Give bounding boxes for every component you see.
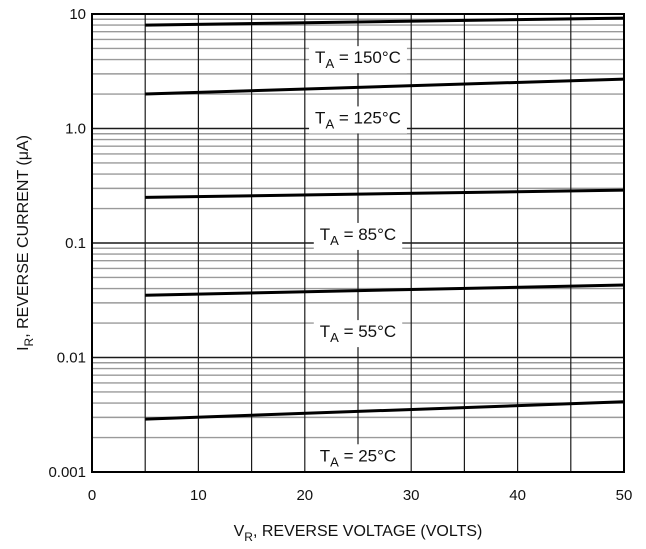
y-tick-label: 0.1 (65, 235, 86, 252)
series-label-text: TA = 55°C (320, 322, 396, 345)
x-tick-label: 40 (509, 487, 526, 504)
y-axis-label: IR, REVERSE CURRENT (μA) (15, 135, 36, 351)
y-tick-label: 10 (69, 6, 86, 23)
series-label-0: TA = 150°C (309, 46, 407, 74)
series-label-background (309, 46, 407, 74)
y-tick-label: 1.0 (65, 121, 86, 138)
x-tick-label: 20 (296, 487, 313, 504)
series-label-background (313, 320, 403, 348)
series-line-4 (145, 400, 625, 421)
x-tick-label: 50 (616, 487, 633, 504)
series-label-1: TA = 125°C (309, 106, 407, 134)
series-label-layer: TA = 150°C TA = 125°C TA = 85°C TA = 55°C TA… (309, 46, 407, 472)
x-tick-label: 10 (190, 487, 207, 504)
series-label-text: TA = 150°C (315, 48, 401, 71)
series-label-3: TA = 55°C (313, 320, 403, 348)
series-label-text: TA = 85°C (320, 225, 396, 248)
series-line-3 (145, 283, 625, 297)
series-line-0 (145, 16, 625, 27)
x-axis-label: VR, REVERSE VOLTAGE (VOLTS) (234, 523, 483, 544)
x-tick-label: 30 (403, 487, 420, 504)
plot-frame (91, 13, 625, 473)
y-tick-label: 0.001 (48, 464, 86, 481)
series-label-background (313, 222, 403, 250)
y-tick-label: 0.01 (57, 350, 86, 367)
series-label-text: TA = 25°C (320, 446, 396, 469)
series-label-text: TA = 125°C (315, 108, 401, 131)
series-label-background (309, 106, 407, 134)
series-line-2 (145, 188, 625, 199)
series-layer (145, 16, 625, 421)
x-tick-label: 0 (88, 487, 96, 504)
series-label-background (313, 444, 403, 472)
series-label-2: TA = 85°C (313, 222, 403, 250)
series-line-1 (145, 77, 625, 96)
series-label-4: TA = 25°C (313, 444, 403, 472)
